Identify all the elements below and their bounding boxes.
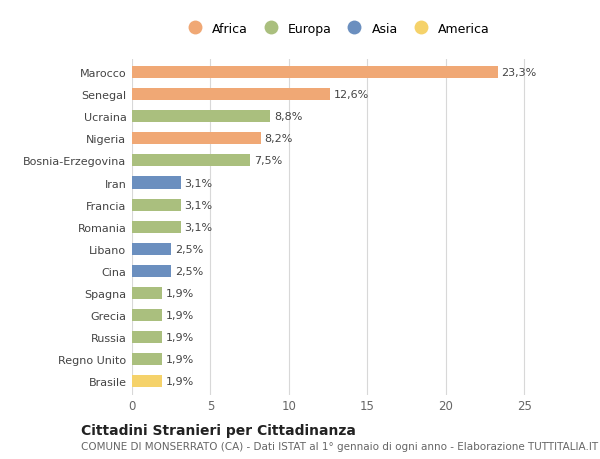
Bar — [132, 243, 171, 255]
Bar — [132, 111, 270, 123]
Text: 8,2%: 8,2% — [265, 134, 293, 144]
Text: 3,1%: 3,1% — [185, 200, 212, 210]
Text: 1,9%: 1,9% — [166, 376, 194, 386]
Text: 8,8%: 8,8% — [274, 112, 302, 122]
Bar — [132, 287, 162, 299]
Bar — [132, 309, 162, 321]
Bar — [132, 155, 250, 167]
Text: 2,5%: 2,5% — [175, 244, 203, 254]
Text: 1,9%: 1,9% — [166, 332, 194, 342]
Text: 3,1%: 3,1% — [185, 178, 212, 188]
Text: COMUNE DI MONSERRATO (CA) - Dati ISTAT al 1° gennaio di ogni anno - Elaborazione: COMUNE DI MONSERRATO (CA) - Dati ISTAT a… — [81, 441, 598, 451]
Bar — [132, 375, 162, 387]
Text: 1,9%: 1,9% — [166, 310, 194, 320]
Bar — [132, 199, 181, 211]
Text: Cittadini Stranieri per Cittadinanza: Cittadini Stranieri per Cittadinanza — [81, 423, 356, 437]
Bar — [132, 221, 181, 233]
Legend: Africa, Europa, Asia, America: Africa, Europa, Asia, America — [178, 19, 494, 39]
Bar — [132, 133, 260, 145]
Text: 3,1%: 3,1% — [185, 222, 212, 232]
Text: 7,5%: 7,5% — [254, 156, 282, 166]
Bar — [132, 331, 162, 343]
Bar — [132, 177, 181, 189]
Bar — [132, 353, 162, 365]
Bar — [132, 89, 330, 101]
Text: 2,5%: 2,5% — [175, 266, 203, 276]
Text: 1,9%: 1,9% — [166, 288, 194, 298]
Text: 23,3%: 23,3% — [502, 68, 537, 78]
Bar — [132, 265, 171, 277]
Bar — [132, 67, 497, 79]
Text: 1,9%: 1,9% — [166, 354, 194, 364]
Text: 12,6%: 12,6% — [334, 90, 369, 100]
